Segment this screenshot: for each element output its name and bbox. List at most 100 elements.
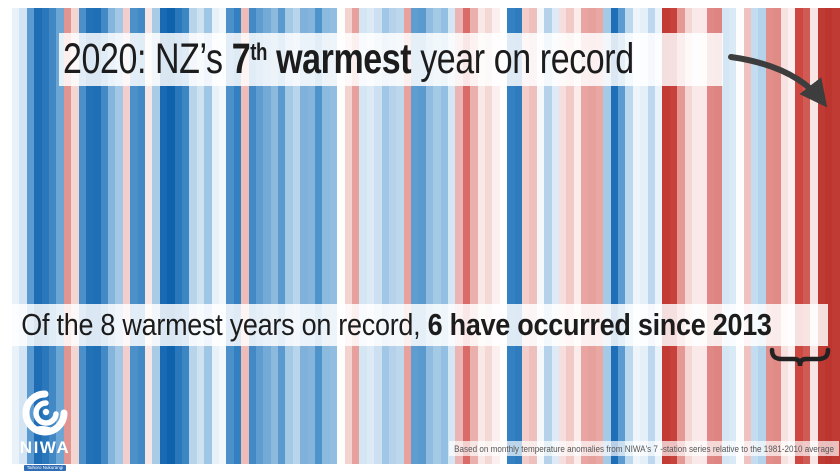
year-stripe [63,8,72,464]
year-stripe [85,8,94,464]
year-stripe [344,8,352,464]
year-stripe [684,8,692,464]
year-stripe [71,8,79,464]
year-stripe [418,8,426,464]
year-stripe [529,8,537,464]
year-stripe [699,8,707,464]
year-stripe [610,8,619,464]
year-stripe [581,8,589,464]
year-stripe [78,8,86,464]
year-stripe [241,8,249,464]
year-stripe [159,8,168,464]
year-stripe [115,8,123,464]
year-stripe [573,8,582,464]
text-segment: th [250,40,268,66]
year-stripe [440,8,449,464]
year-stripe [485,8,493,464]
year-stripe [270,8,279,464]
year-stripe [255,8,264,464]
year-stripe [366,8,375,464]
year-stripe [654,8,663,464]
niwa-logo-tagline: Taihoro Nukurangi [23,465,67,471]
year-stripe [662,8,670,464]
source-caption: Based on monthly temperature anomalies f… [454,443,834,454]
year-stripe [521,8,530,464]
year-stripe [41,8,49,464]
text-segment: 6 have occurred since 2013 [427,307,772,342]
year-stripe [56,8,64,464]
year-stripe [248,8,256,464]
year-stripe [137,8,146,464]
year-stripe [499,8,508,464]
year-stripe [292,8,301,464]
year-stripe [625,8,633,464]
year-stripe [233,8,242,464]
year-stripe [507,8,515,464]
year-stripe [721,8,729,464]
arrow-to-2020-icon [715,40,840,120]
year-stripe [677,8,685,464]
year-stripe [93,8,101,464]
year-stripe [669,8,678,464]
year-stripe [728,8,737,464]
year-stripe [388,8,397,464]
text-segment: warmest [267,35,412,83]
year-stripe [817,8,825,464]
year-stripe [48,8,57,464]
year-stripe [278,8,286,464]
page-title: 2020: NZ’s 7th warmest year on record [59,35,634,84]
text-segment: 2020: NZ’s [62,35,232,83]
year-stripe [514,8,522,464]
year-stripe [374,8,382,464]
statement-band: Of the 8 warmest years on record, 6 have… [10,304,828,346]
year-stripe [108,8,116,464]
year-stripe [470,8,478,464]
text-segment: year on record [411,35,634,83]
year-stripe [558,8,567,464]
year-stripe [566,8,574,464]
year-stripe [152,8,160,464]
year-stripe [218,8,227,464]
year-stripe [403,8,412,464]
year-stripe [329,8,338,464]
year-stripe [204,8,212,464]
year-stripe [351,8,360,464]
year-stripe [691,8,700,464]
niwa-logo: NIWA Taihoro Nukurangi [16,390,74,472]
year-stripe [196,8,205,464]
year-stripe [145,8,153,464]
year-stripe [751,8,759,464]
year-stripe [167,8,175,464]
year-stripe [381,8,389,464]
year-stripe [462,8,471,464]
year-stripe [411,8,419,464]
year-stripe [706,8,715,464]
text-segment: 7 [231,35,251,83]
year-stripe [122,8,131,464]
year-stripe [810,8,818,464]
year-stripe [780,8,789,464]
year-stripe [26,8,35,464]
statement-text: Of the 8 warmest years on record, 6 have… [10,307,772,343]
year-stripe [226,8,234,464]
year-stripe [19,8,27,464]
year-stripe [618,8,626,464]
niwa-swirl-icon [22,390,68,436]
text-segment: Of the 8 warmest years on record, [21,307,428,342]
since-2013-brace-icon [768,347,832,369]
year-stripe [477,8,485,464]
year-stripe [455,8,463,464]
year-stripe [802,8,811,464]
year-stripe [307,8,316,464]
year-stripe [536,8,545,464]
year-stripe [795,8,803,464]
warming-stripes [12,8,840,464]
year-stripe [492,8,500,464]
year-stripe [588,8,596,464]
year-stripe [425,8,434,464]
year-stripe [595,8,604,464]
year-stripe [130,8,138,464]
year-stripe [433,8,441,464]
year-stripe [396,8,404,464]
source-caption-band: Based on monthly temperature anomalies f… [449,441,839,456]
